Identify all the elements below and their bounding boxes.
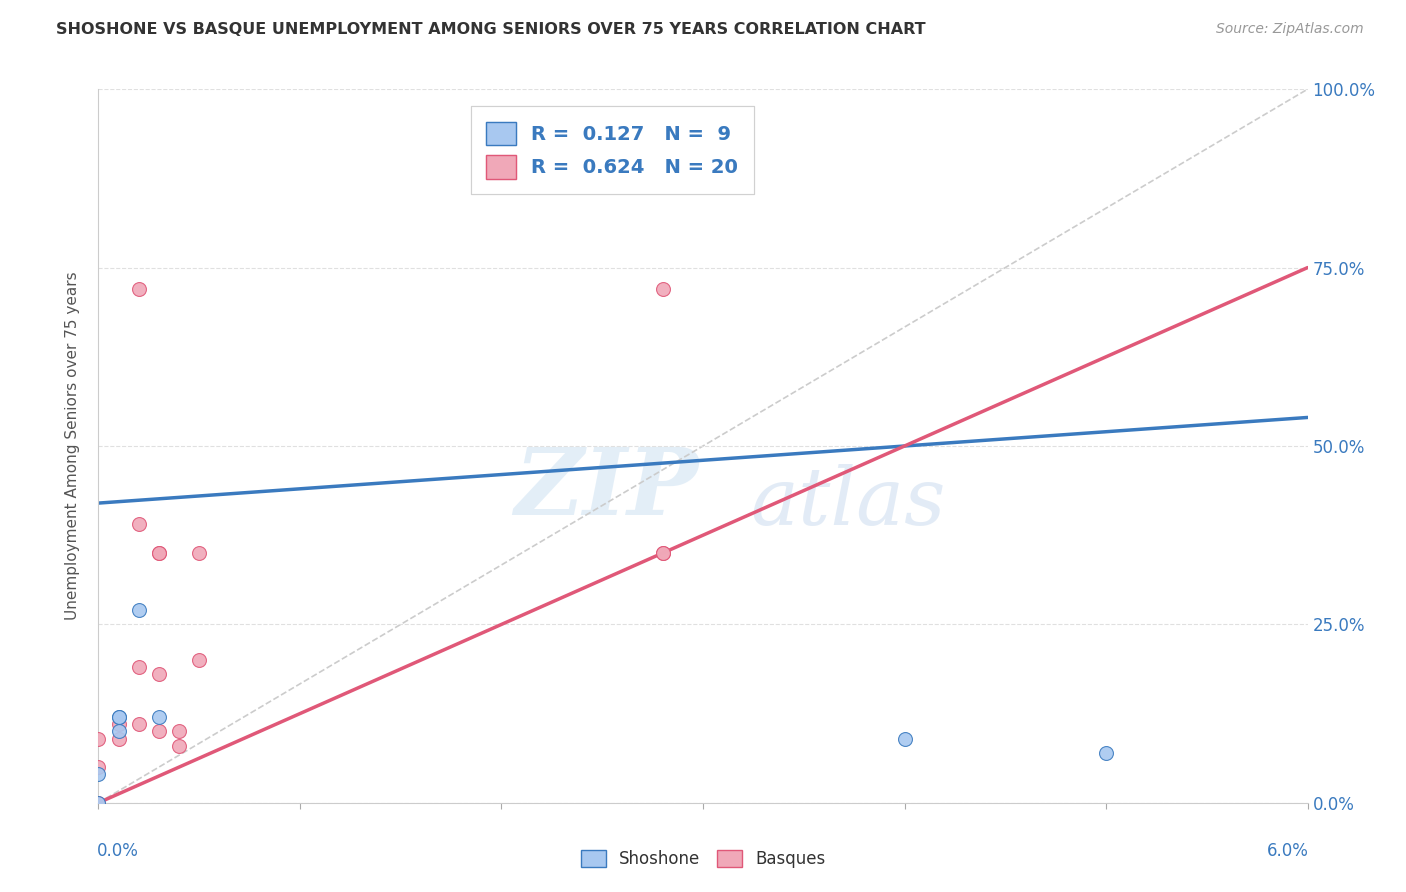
Point bbox=[107, 724, 129, 739]
Text: Source: ZipAtlas.com: Source: ZipAtlas.com bbox=[1216, 22, 1364, 37]
Point bbox=[107, 731, 129, 746]
Point bbox=[128, 660, 150, 674]
Point bbox=[148, 546, 170, 560]
Point bbox=[188, 653, 211, 667]
Point bbox=[87, 760, 110, 774]
Point bbox=[651, 546, 673, 560]
Point bbox=[128, 282, 150, 296]
Point bbox=[128, 717, 150, 731]
Y-axis label: Unemployment Among Seniors over 75 years: Unemployment Among Seniors over 75 years bbox=[65, 272, 80, 620]
Point bbox=[128, 603, 150, 617]
Point bbox=[107, 710, 129, 724]
Point bbox=[87, 796, 110, 810]
Point bbox=[651, 546, 673, 560]
Point bbox=[87, 767, 110, 781]
Point bbox=[87, 731, 110, 746]
Point bbox=[188, 546, 211, 560]
Point bbox=[148, 667, 170, 681]
Point bbox=[651, 282, 673, 296]
Text: ZIP: ZIP bbox=[515, 444, 699, 533]
Point bbox=[148, 710, 170, 724]
Text: atlas: atlas bbox=[751, 465, 946, 541]
Point bbox=[893, 731, 915, 746]
Point bbox=[87, 796, 110, 810]
Legend: Shoshone, Basques: Shoshone, Basques bbox=[574, 843, 832, 875]
Point bbox=[107, 717, 129, 731]
Point bbox=[148, 546, 170, 560]
Point bbox=[128, 517, 150, 532]
Point bbox=[1095, 746, 1118, 760]
Text: 0.0%: 0.0% bbox=[97, 842, 139, 860]
Point bbox=[148, 724, 170, 739]
Legend: R =  0.127   N =  9, R =  0.624   N = 20: R = 0.127 N = 9, R = 0.624 N = 20 bbox=[471, 106, 754, 194]
Point bbox=[167, 724, 190, 739]
Point bbox=[107, 710, 129, 724]
Text: 6.0%: 6.0% bbox=[1267, 842, 1309, 860]
Point bbox=[167, 739, 190, 753]
Text: SHOSHONE VS BASQUE UNEMPLOYMENT AMONG SENIORS OVER 75 YEARS CORRELATION CHART: SHOSHONE VS BASQUE UNEMPLOYMENT AMONG SE… bbox=[56, 22, 927, 37]
